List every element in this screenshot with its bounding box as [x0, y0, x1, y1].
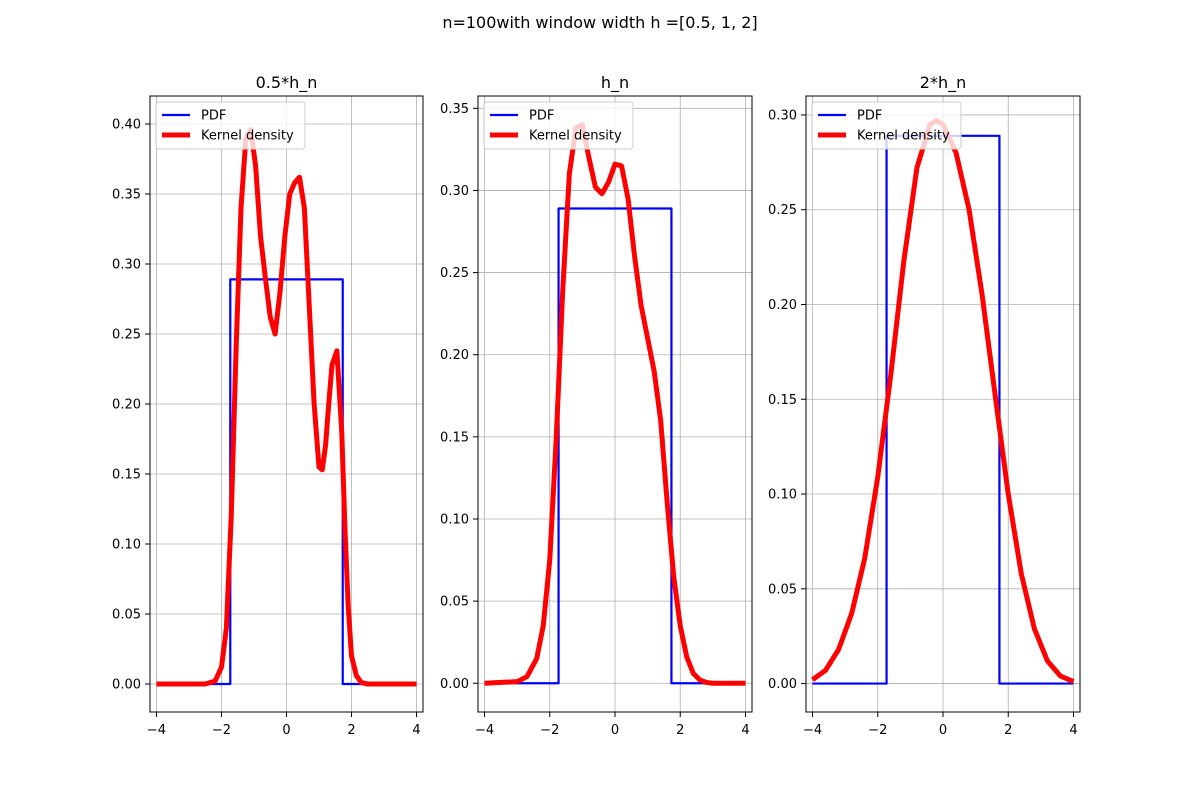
legend-box: [811, 101, 962, 150]
kernel-density-line: [156, 127, 417, 687]
x-tick-label: 0: [611, 723, 619, 738]
x-tick-label: 2: [676, 723, 684, 738]
x-tick-label: −4: [475, 723, 494, 738]
y-tick-label: 0.15: [112, 468, 141, 483]
x-tick-label: 0: [282, 723, 290, 738]
y-tick-label: 0.15: [768, 393, 797, 408]
figure-suptitle: n=100with window width h =[0.5, 1, 2]: [442, 13, 757, 32]
x-tick-label: 4: [412, 723, 420, 738]
y-tick-label: 0.25: [768, 203, 797, 218]
y-tick-label: 0.00: [112, 678, 141, 693]
subplot-title: 0.5*h_n: [256, 73, 318, 93]
grid-lines: [478, 96, 752, 712]
legend: PDF Kernel density: [155, 101, 306, 150]
legend-label: Kernel density: [857, 129, 950, 144]
legend-label: PDF: [529, 109, 554, 124]
x-tick-label: 4: [741, 723, 749, 738]
y-tick-label: 0.05: [440, 595, 469, 610]
legend-box: [155, 101, 306, 150]
legend-label: PDF: [201, 109, 226, 124]
legend-label: Kernel density: [529, 129, 622, 144]
x-tick-label: −2: [540, 723, 559, 738]
y-tick-label: 0.25: [112, 328, 141, 343]
y-tick-label: 0.00: [768, 677, 797, 692]
pdf-line: [484, 207, 746, 685]
legend-label: Kernel density: [201, 129, 294, 144]
grid-lines: [150, 96, 423, 712]
y-tick-label: 0.10: [440, 512, 469, 527]
y-tick-label: 0.00: [440, 677, 469, 692]
subplot-panels: −4 −2 0 2 4 0.00 0.05 0.10 0.15 0.20 0.25 0.30 0.35 0…: [112, 73, 1081, 738]
pdf-line: [156, 278, 417, 686]
x-tick-label: −4: [147, 723, 166, 738]
y-tick-label: 0.05: [768, 582, 797, 597]
kernel-density-line: [484, 122, 746, 686]
subplot-3: −4 −2 0 2 4 0.00 0.05 0.10 0.15 0.20 0.25 0.30 2*h_n…: [768, 73, 1081, 738]
legend: PDF Kernel density: [811, 101, 962, 150]
x-tick-label: 2: [1004, 723, 1012, 738]
subplot-1: −4 −2 0 2 4 0.00 0.05 0.10 0.15 0.20 0.25 0.30 0.35 0…: [112, 73, 424, 738]
y-tick-label: 0.30: [440, 184, 469, 199]
y-tick-label: 0.20: [112, 398, 141, 413]
y-tick-label: 0.20: [768, 298, 797, 313]
x-tick-label: −4: [803, 723, 822, 738]
y-tick-label: 0.20: [440, 348, 469, 363]
y-tick-label: 0.25: [440, 266, 469, 281]
y-tick-label: 0.35: [440, 102, 469, 117]
x-tick-label: −2: [212, 723, 231, 738]
x-tick-label: 0: [939, 723, 947, 738]
y-tick-label: 0.05: [112, 608, 141, 623]
subplot-title: h_n: [601, 73, 629, 93]
x-tick-label: 2: [347, 723, 355, 738]
x-tick-label: −2: [868, 723, 887, 738]
legend-label: PDF: [857, 109, 882, 124]
legend-box: [483, 101, 634, 150]
y-tick-label: 0.10: [768, 488, 797, 503]
y-tick-label: 0.10: [112, 538, 141, 553]
subplot-title: 2*h_n: [920, 73, 966, 93]
y-tick-label: 0.40: [112, 118, 141, 133]
y-tick-label: 0.30: [112, 258, 141, 273]
x-tick-label: 4: [1069, 723, 1077, 738]
y-tick-label: 0.15: [440, 430, 469, 445]
subplot-2: −4 −2 0 2 4 0.00 0.05 0.10 0.15 0.20 0.25 0.30 0.35 h…: [440, 73, 753, 738]
y-tick-label: 0.35: [112, 188, 141, 203]
legend: PDF Kernel density: [483, 101, 634, 150]
y-tick-label: 0.30: [768, 108, 797, 123]
grid-lines: [806, 96, 1080, 712]
